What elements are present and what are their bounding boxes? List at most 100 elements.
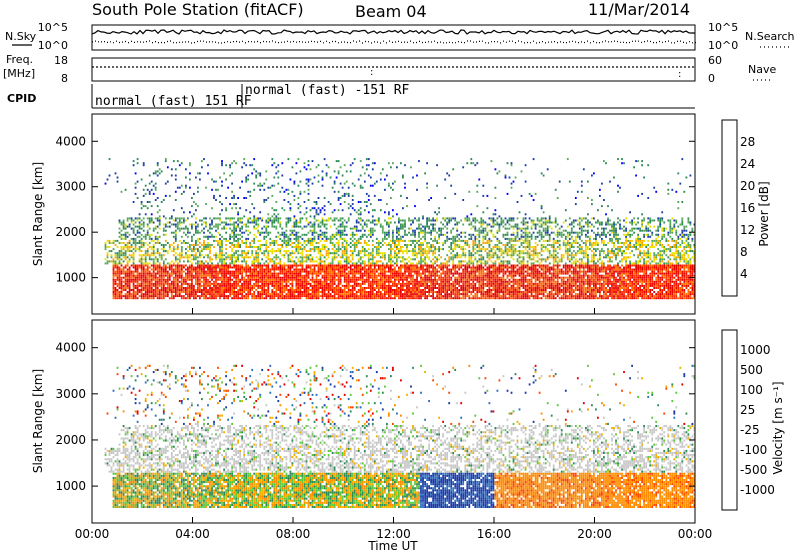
heatmap-cell: [195, 254, 197, 257]
heatmap-cell: [122, 284, 125, 287]
heatmap-cell: [168, 225, 171, 228]
heatmap-cell: [402, 289, 404, 291]
heatmap-cell: [381, 262, 384, 265]
heatmap-cell: [351, 239, 354, 242]
heatmap-cell: [315, 166, 318, 169]
heatmap-cell: [388, 289, 390, 291]
heatmap-cell: [203, 217, 205, 220]
heatmap-cell: [170, 231, 173, 234]
heatmap-cell: [287, 264, 290, 267]
heatmap-cell: [422, 254, 424, 257]
heatmap-cell: [309, 250, 312, 253]
heatmap-cell: [381, 274, 384, 277]
heatmap-cell: [323, 256, 326, 259]
heatmap-cell: [347, 276, 350, 279]
heatmap-cell: [257, 262, 260, 265]
heatmap-cell: [249, 276, 252, 279]
heatmap-cell: [311, 260, 314, 263]
heatmap-cell: [144, 235, 147, 238]
heatmap-cell: [174, 178, 177, 181]
heatmap-cell: [305, 244, 308, 246]
heatmap-cell: [150, 264, 153, 267]
heatmap-cell: [369, 268, 372, 271]
heatmap-cell: [386, 203, 388, 206]
heatmap-cell: [357, 272, 360, 275]
heatmap-cell: [373, 266, 376, 269]
heatmap-cell: [176, 264, 179, 267]
heatmap-cell: [371, 289, 374, 291]
heatmap-cell: [367, 199, 370, 201]
heatmap-cell: [207, 266, 209, 269]
heatmap-cell: [388, 223, 390, 226]
heatmap-cell: [253, 262, 256, 265]
heatmap-cell: [261, 297, 264, 300]
heatmap-cell: [185, 168, 187, 171]
heatmap-cell: [146, 207, 149, 210]
heatmap-cell: [379, 297, 382, 300]
heatmap-cell: [138, 264, 141, 267]
heatmap-cell: [325, 172, 328, 175]
heatmap-cell: [239, 289, 241, 291]
heatmap-cell: [255, 223, 258, 226]
heatmap-cell: [297, 250, 300, 253]
heatmap-cell: [384, 231, 386, 234]
heatmap-cell: [118, 221, 121, 224]
heatmap-cell: [452, 297, 455, 300]
heatmap-cell: [239, 217, 241, 220]
heatmap-cell: [402, 284, 404, 287]
heatmap-cell: [357, 295, 360, 298]
heatmap-cell: [120, 229, 123, 232]
heatmap-cell: [367, 233, 370, 236]
heatmap-cell: [205, 221, 207, 224]
heatmap-cell: [444, 219, 447, 222]
heatmap-cell: [363, 278, 366, 281]
heatmap-cell: [146, 295, 149, 298]
heatmap-cell: [231, 270, 233, 273]
heatmap-cell: [291, 280, 294, 283]
heatmap-cell: [440, 272, 442, 275]
heatmap-cell: [381, 244, 384, 246]
heatmap-cell: [215, 278, 217, 281]
heatmap-cell: [333, 282, 336, 285]
heatmap-cell: [239, 284, 241, 287]
heatmap-cell: [428, 274, 430, 277]
heatmap-cell: [138, 295, 141, 298]
heatmap-cell: [142, 268, 145, 271]
heatmap-cell: [291, 264, 294, 267]
heatmap-cell: [285, 225, 288, 228]
heatmap-cell: [396, 235, 398, 238]
heatmap-cell: [327, 274, 330, 277]
heatmap-cell: [205, 289, 207, 291]
heatmap-cell: [345, 252, 348, 255]
heatmap-cell: [211, 297, 213, 300]
heatmap-cell: [233, 221, 235, 224]
heatmap-cell: [305, 219, 308, 222]
heatmap-cell: [452, 293, 455, 296]
heatmap-cell: [166, 274, 169, 277]
heatmap-cell: [255, 266, 258, 269]
heatmap-cell: [406, 248, 408, 251]
heatmap-cell: [293, 295, 296, 298]
heatmap-cell: [241, 278, 243, 281]
heatmap-cell: [189, 266, 191, 269]
heatmap-cell: [185, 289, 187, 291]
heatmap-cell: [305, 225, 308, 228]
heatmap-cell: [136, 180, 139, 183]
heatmap-cell: [297, 272, 300, 275]
heatmap-cell: [209, 264, 211, 267]
heatmap-cell: [375, 287, 378, 289]
heatmap-cell: [158, 284, 161, 287]
heatmap-cell: [195, 209, 197, 212]
heatmap-cell: [275, 250, 278, 253]
heatmap-cell: [178, 229, 181, 232]
heatmap-cell: [221, 282, 223, 285]
heatmap-cell: [438, 211, 440, 214]
heatmap-cell: [271, 223, 274, 226]
heatmap-cell: [146, 276, 149, 279]
heatmap-cell: [297, 242, 300, 244]
heatmap-cell: [150, 297, 153, 300]
heatmap-cell: [339, 278, 342, 281]
heatmap-cell: [132, 270, 135, 273]
heatmap-cell: [180, 246, 183, 248]
heatmap-cell: [289, 282, 292, 285]
